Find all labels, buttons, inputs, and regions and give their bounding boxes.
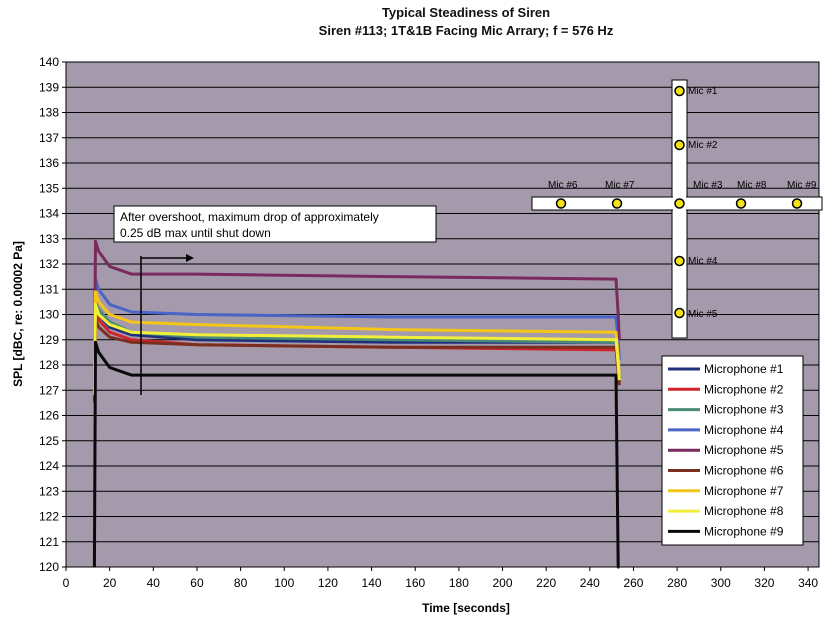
annotation-line-2: 0.25 dB max until shut down — [120, 226, 271, 240]
x-axis-ticks: 0 20 40 60 80 100 120 140 160 180 200 220 240 260 280 3… — [63, 567, 818, 590]
series-line-microphone-4 — [92, 277, 621, 386]
legend-label-5: Microphone #5 — [704, 443, 784, 457]
mic-label-2: Mic #2 — [688, 140, 718, 151]
data-series — [92, 239, 621, 569]
series-line-microphone-8 — [92, 302, 621, 396]
y-tick-label: 120 — [39, 560, 59, 574]
x-tick-label: 120 — [318, 576, 338, 590]
x-tick-label: 160 — [405, 576, 425, 590]
x-tick-label: 20 — [103, 576, 117, 590]
series-line-microphone-9 — [92, 340, 620, 569]
y-tick-label: 139 — [39, 80, 59, 94]
mic-array-dots — [555, 85, 803, 319]
legend-label-7: Microphone #7 — [704, 484, 784, 498]
y-tick-label: 138 — [39, 106, 59, 120]
y-tick-label: 126 — [39, 409, 59, 423]
mic-label-1: Mic #1 — [688, 86, 718, 97]
legend-label-2: Microphone #2 — [704, 382, 784, 396]
y-tick-label: 125 — [39, 434, 59, 448]
x-tick-label: 320 — [754, 576, 774, 590]
y-tick-label: 135 — [39, 181, 59, 195]
x-tick-label: 60 — [190, 576, 204, 590]
y-tick-label: 130 — [39, 308, 59, 322]
x-tick-label: 180 — [449, 576, 469, 590]
legend-label-8: Microphone #8 — [704, 504, 784, 518]
x-tick-label: 40 — [147, 576, 161, 590]
legend-label-4: Microphone #4 — [704, 423, 784, 437]
legend: Microphone #1 Microphone #2 Microphone #3 M… — [661, 355, 804, 546]
x-tick-label: 300 — [711, 576, 731, 590]
legend-label-9: Microphone #9 — [704, 524, 784, 538]
mic-dot-1 — [674, 85, 685, 97]
x-tick-label: 280 — [667, 576, 687, 590]
y-tick-label: 127 — [39, 383, 59, 397]
x-tick-label: 260 — [623, 576, 643, 590]
legend-label-1: Microphone #1 — [704, 362, 784, 376]
mic-dot-8 — [735, 198, 747, 209]
y-tick-label: 121 — [39, 535, 59, 549]
y-tick-label: 136 — [39, 156, 59, 170]
y-axis-label: SPL [dBC, re: 0.00002 Pa] — [11, 241, 25, 387]
chart-title: Typical Steadiness of Siren — [382, 5, 550, 20]
annotation-line-1: After overshoot, maximum drop of approxi… — [120, 210, 379, 224]
y-axis-ticks: 120 121 122 123 124 125 126 127 128 129 130 131 132 1… — [39, 55, 66, 574]
chart-subtitle: Siren #113; 1T&1B Facing Mic Arrary; f =… — [319, 23, 614, 38]
mic-dot-9 — [791, 198, 803, 209]
y-tick-label: 132 — [39, 257, 59, 271]
annotation-arrow-head — [186, 254, 194, 262]
mic-dot-4 — [674, 255, 685, 267]
y-tick-label: 137 — [39, 131, 59, 145]
y-tick-label: 131 — [39, 282, 59, 296]
legend-label-6: Microphone #6 — [704, 464, 784, 478]
y-tick-label: 133 — [39, 232, 59, 246]
x-tick-label: 100 — [274, 576, 294, 590]
mic-label-3: Mic #3 — [693, 180, 723, 191]
annotation-box — [113, 205, 437, 243]
x-tick-label: 140 — [362, 576, 382, 590]
y-tick-label: 122 — [39, 510, 59, 524]
overshoot-annotation: After overshoot, maximum drop of approxi… — [113, 205, 437, 395]
mic-dot-6 — [555, 198, 567, 209]
mic-label-4: Mic #4 — [688, 256, 718, 267]
mic-dot-7 — [611, 198, 623, 209]
mic-dot-3 — [674, 198, 685, 209]
y-tick-label: 129 — [39, 333, 59, 347]
mic-dot-5 — [674, 307, 685, 319]
x-axis-label: Time [seconds] — [422, 601, 510, 615]
x-tick-label: 220 — [536, 576, 556, 590]
mic-label-8: Mic #8 — [737, 180, 767, 191]
y-tick-label: 124 — [39, 459, 59, 473]
x-tick-label: 240 — [580, 576, 600, 590]
x-tick-label: 200 — [493, 576, 513, 590]
mic-dot-2 — [674, 139, 685, 151]
mic-array-diagram: Mic #1 Mic #2 Mic #3 Mic #4 Mic #5 Mic #… — [531, 79, 823, 339]
y-tick-label: 134 — [39, 207, 59, 221]
mic-label-9: Mic #9 — [787, 180, 817, 191]
mic-label-5: Mic #5 — [688, 309, 718, 320]
x-tick-label: 0 — [63, 576, 70, 590]
mic-label-7: Mic #7 — [605, 180, 635, 191]
y-tick-label: 140 — [39, 55, 59, 69]
y-tick-label: 128 — [39, 358, 59, 372]
x-tick-label: 340 — [798, 576, 818, 590]
legend-label-3: Microphone #3 — [704, 403, 784, 417]
y-tick-label: 123 — [39, 484, 59, 498]
mic-label-6: Mic #6 — [548, 180, 578, 191]
series-line-microphone-5 — [92, 239, 621, 378]
x-tick-label: 80 — [234, 576, 248, 590]
